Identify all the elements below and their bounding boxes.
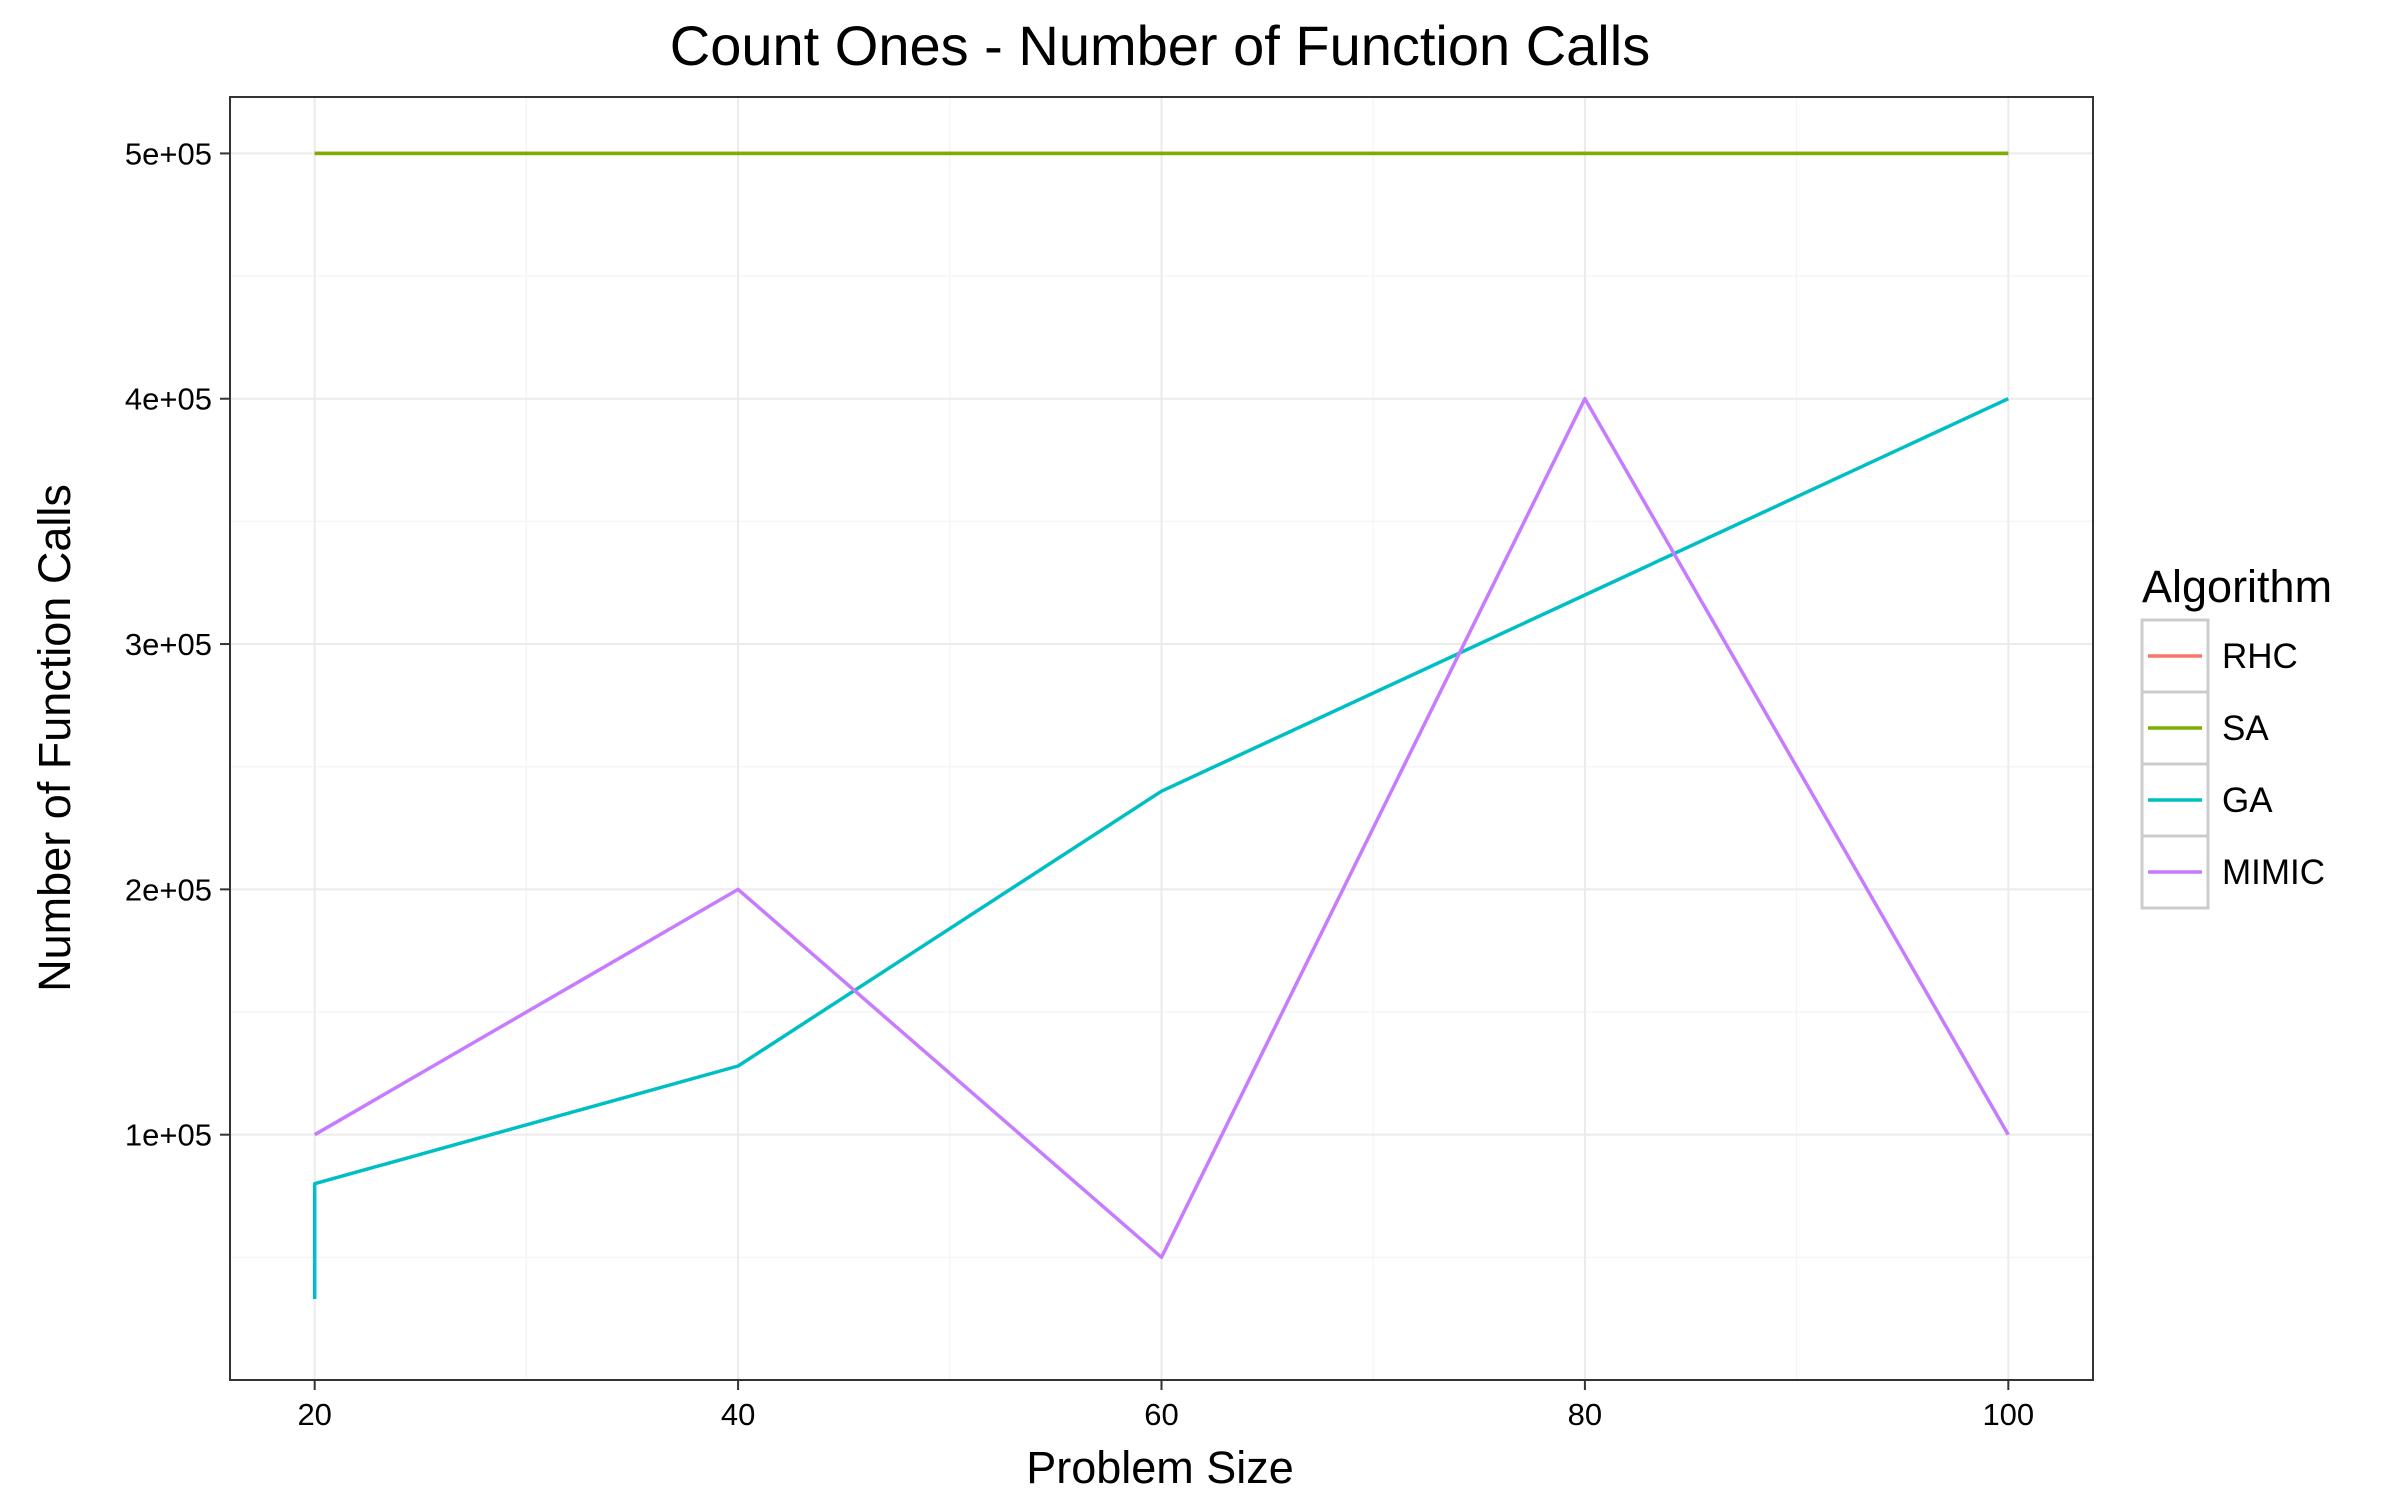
y-tick-label: 4e+05: [125, 382, 212, 417]
plot-area: [229, 96, 2094, 1381]
legend: Algorithm RHC SA GA MIMIC: [2140, 561, 2332, 910]
legend-label: SA: [2222, 709, 2269, 748]
legend-title: Algorithm: [2142, 561, 2332, 612]
x-tick-label: 20: [297, 1397, 331, 1432]
series-line-ga: [312, 397, 2010, 1299]
legend-label: RHC: [2222, 637, 2298, 676]
y-tick-label: 3e+05: [125, 627, 212, 662]
legend-item-ga: GA: [2140, 762, 2273, 838]
y-tick-label: 5e+05: [125, 136, 212, 171]
x-tick-label: 60: [1144, 1397, 1178, 1432]
legend-items: RHC SA GA MIMIC: [2140, 618, 2325, 910]
x-tick-label: 80: [1568, 1397, 1602, 1432]
legend-item-sa: SA: [2140, 690, 2269, 766]
legend-label: MIMIC: [2222, 853, 2325, 892]
chart-title: Count Ones - Number of Function Calls: [670, 14, 1650, 77]
series-line-mimic: [313, 396, 2010, 1260]
y-tick-label: 1e+05: [125, 1118, 212, 1153]
x-axis: 20 40 60 80 100: [297, 1380, 2034, 1432]
legend-item-mimic: MIMIC: [2140, 834, 2325, 910]
y-axis-title: Number of Function Calls: [29, 484, 80, 992]
series-lines: [312, 151, 2010, 1299]
x-axis-title: Problem Size: [1026, 1442, 1294, 1493]
legend-label: GA: [2222, 781, 2273, 820]
y-axis: 1e+05 2e+05 3e+05 4e+05 5e+05: [125, 136, 230, 1153]
legend-item-rhc: RHC: [2140, 618, 2298, 694]
x-tick-label: 100: [1982, 1397, 2034, 1432]
x-tick-label: 40: [721, 1397, 755, 1432]
y-tick-label: 2e+05: [125, 872, 212, 907]
